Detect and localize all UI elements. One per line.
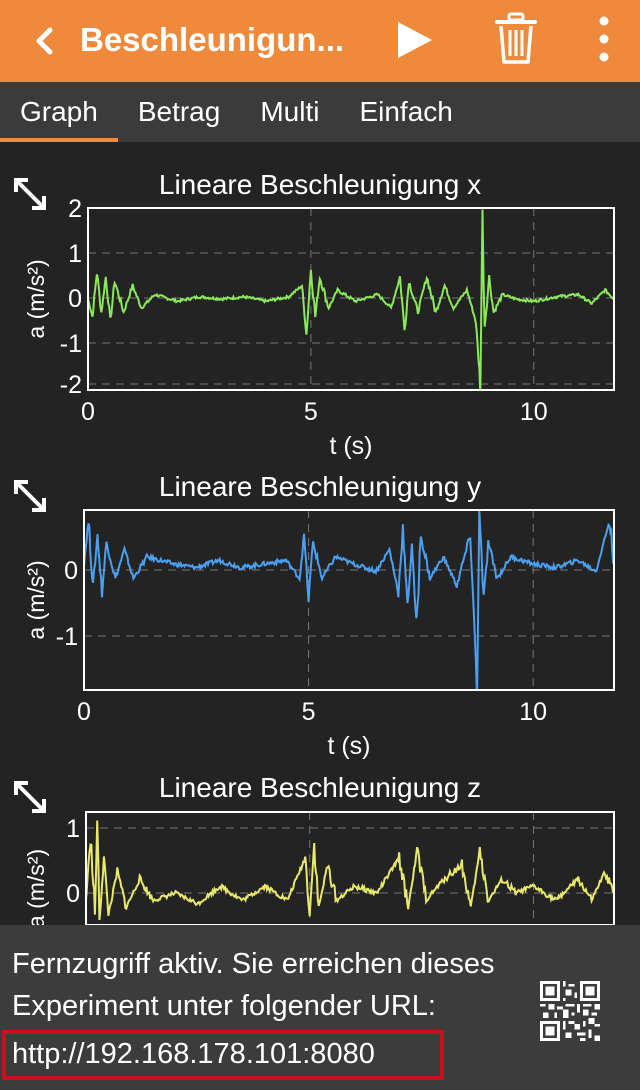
- y-tick-label: -1: [60, 330, 82, 358]
- chart-title: Lineare Beschleunigung z: [158, 772, 482, 803]
- chevron-left-icon[interactable]: [30, 26, 60, 56]
- x-axis-label: t (s): [327, 732, 370, 760]
- y-axis-label: a (m/s²): [23, 259, 49, 338]
- y-tick-label: 0: [68, 285, 82, 313]
- data-series-line: [86, 820, 614, 921]
- plot-frame: [87, 207, 615, 391]
- x-axis-label: t (s): [329, 432, 372, 460]
- tab-multi[interactable]: Multi: [260, 96, 320, 127]
- tab-einfach[interactable]: Einfach: [359, 96, 453, 127]
- play-icon[interactable]: [392, 20, 436, 60]
- x-tick-label: 0: [77, 698, 91, 726]
- data-series-line: [84, 510, 614, 690]
- y-tick-label: 0: [66, 880, 80, 908]
- x-tick-label: 5: [302, 698, 316, 726]
- y-tick-label: -2: [60, 371, 82, 399]
- expand-icon[interactable]: [12, 176, 48, 212]
- y-axis-label: a (m/s²): [23, 849, 49, 928]
- tab-bar: Graph Betrag Multi Einfach: [0, 82, 640, 142]
- app-bar: Beschleunigun...: [0, 0, 640, 82]
- y-tick-label: 0: [64, 557, 78, 585]
- x-tick-label: 10: [519, 698, 547, 726]
- chart-title: Lineare Beschleunigung y: [158, 471, 482, 502]
- remote-url[interactable]: http://192.168.178.101:8080: [12, 1038, 375, 1070]
- y-axis-label: a (m/s²): [23, 560, 49, 639]
- expand-icon[interactable]: [12, 779, 48, 815]
- x-tick-label: 5: [304, 398, 318, 426]
- qr-code-icon[interactable]: [540, 981, 600, 1041]
- y-tick-label: -1: [56, 623, 78, 651]
- remote-access-panel: Fernzugriff aktiv. Sie erreichen dieses …: [0, 925, 640, 1090]
- y-tick-label: 1: [68, 240, 82, 268]
- y-tick-label: 2: [68, 195, 82, 223]
- tab-graph[interactable]: Graph: [0, 82, 118, 142]
- tab-betrag[interactable]: Betrag: [137, 96, 221, 127]
- x-tick-label: 10: [520, 398, 548, 426]
- x-tick-label: 0: [81, 398, 95, 426]
- trash-icon[interactable]: [494, 12, 538, 66]
- remote-access-message: Fernzugriff aktiv. Sie erreichen dieses …: [12, 948, 495, 1022]
- chart-title: Lineare Beschleunigung x: [158, 169, 482, 200]
- more-vertical-icon[interactable]: [590, 14, 618, 68]
- expand-icon[interactable]: [12, 478, 48, 514]
- y-tick-label: 1: [66, 815, 80, 843]
- plot-frame: [85, 811, 615, 926]
- plot-frame: [83, 509, 615, 691]
- data-series-line: [88, 209, 614, 390]
- url-highlight: [2, 1030, 444, 1080]
- page-title: Beschleunigun...: [80, 21, 345, 58]
